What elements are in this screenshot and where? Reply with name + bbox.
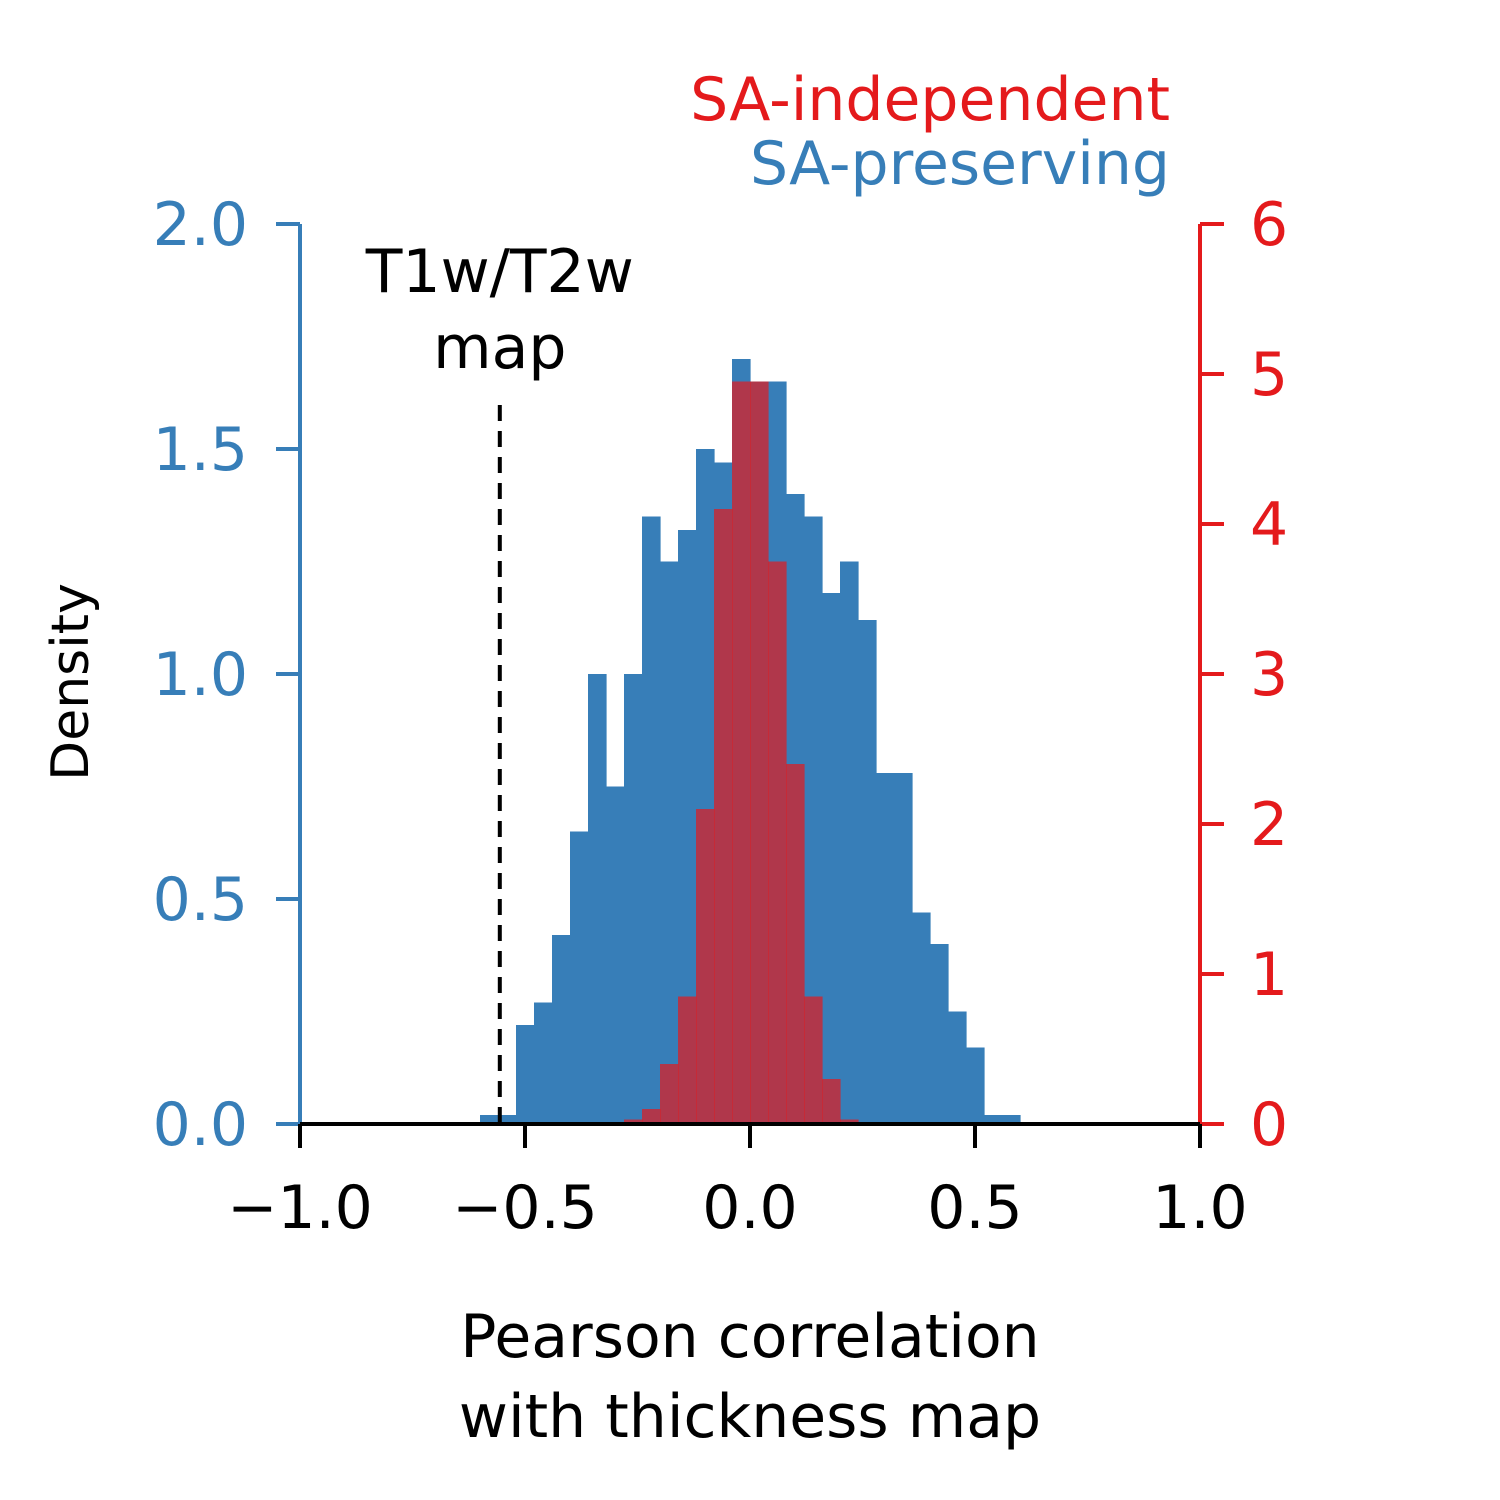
sa-preserving-bar [966,1047,985,1124]
sa-preserving-bar [948,1011,967,1124]
sa-preserving-bar [678,530,697,1124]
left-y-tick-label: 1.0 [153,640,248,710]
legend-sa-independent: SA-independent [690,65,1170,135]
sa-independent-bar [750,381,769,1124]
sa-preserving-bar [822,593,841,1124]
x-tick-label: −0.5 [452,1173,598,1243]
sa-preserving-bar [912,912,931,1124]
sa-independent-bar [840,1119,859,1124]
sa-independent-bar [804,996,823,1124]
y-axis-label: Density [41,583,101,781]
sa-preserving-bar [1002,1115,1021,1124]
sa-independent-bar [822,1079,841,1124]
right-y-tick-label: 6 [1250,190,1288,260]
sa-preserving-bar [516,1025,535,1124]
sa-preserving-bar [858,620,877,1124]
right-y-tick-label: 4 [1250,490,1288,560]
sa-preserving-bar [606,786,625,1124]
sa-independent-bar [714,509,733,1124]
sa-preserving-bar [876,773,895,1124]
right-y-tick-label: 1 [1250,940,1288,1010]
right-y-tick-label: 3 [1250,640,1288,710]
left-y-tick-label: 0.0 [153,1090,248,1160]
right-y-tick-label: 5 [1250,340,1288,410]
t1w-t2w-label-line2: map [433,313,566,383]
sa-preserving-bar [552,935,571,1124]
x-tick-label: 0.5 [927,1173,1022,1243]
sa-preserving-bar [498,1115,517,1124]
legend-sa-preserving: SA-preserving [750,129,1170,199]
left-y-tick-label: 1.5 [153,415,248,485]
right-y-tick-label: 0 [1250,1090,1288,1160]
sa-independent-bar [678,996,697,1124]
sa-independent-bar [696,809,715,1124]
sa-independent-bar [624,1119,643,1124]
left-y-tick-label: 0.5 [153,865,248,935]
x-axis-label-line1: Pearson correlation [460,1302,1039,1372]
sa-independent-bar [642,1109,661,1124]
sa-independent-bar [732,381,751,1124]
right-y-tick-label: 2 [1250,790,1288,860]
x-tick-label: 1.0 [1152,1173,1247,1243]
left-y-axis-ticks: 0.0 0.5 1.0 1.5 2.0 [153,190,300,1160]
sa-preserving-bar [984,1115,1003,1124]
sa-preserving-bar [570,831,589,1124]
sa-preserving-bar [534,1002,553,1124]
x-axis-ticks: −1.0 −0.5 0.0 0.5 1.0 [227,1124,1248,1243]
sa-independent-bars [624,381,859,1124]
sa-preserving-bar [804,516,823,1124]
sa-independent-bar [786,764,805,1124]
t1w-t2w-label-line1: T1w/T2w [365,237,634,307]
sa-preserving-bar [840,561,859,1124]
right-y-axis-ticks: 0 1 2 3 4 5 6 [1200,190,1288,1160]
sa-independent-bar [768,561,787,1124]
sa-preserving-bar [480,1115,499,1124]
sa-preserving-bar [624,674,643,1124]
sa-preserving-bar [642,516,661,1124]
x-tick-label: −1.0 [227,1173,373,1243]
sa-preserving-bar [660,561,679,1124]
sa-independent-bar [660,1064,679,1124]
sa-preserving-bar [894,773,913,1124]
sa-preserving-bar [930,944,949,1124]
x-tick-label: 0.0 [702,1173,797,1243]
x-axis-label-line2: with thickness map [459,1382,1041,1452]
sa-preserving-bar [588,674,607,1124]
left-y-tick-label: 2.0 [153,190,248,260]
